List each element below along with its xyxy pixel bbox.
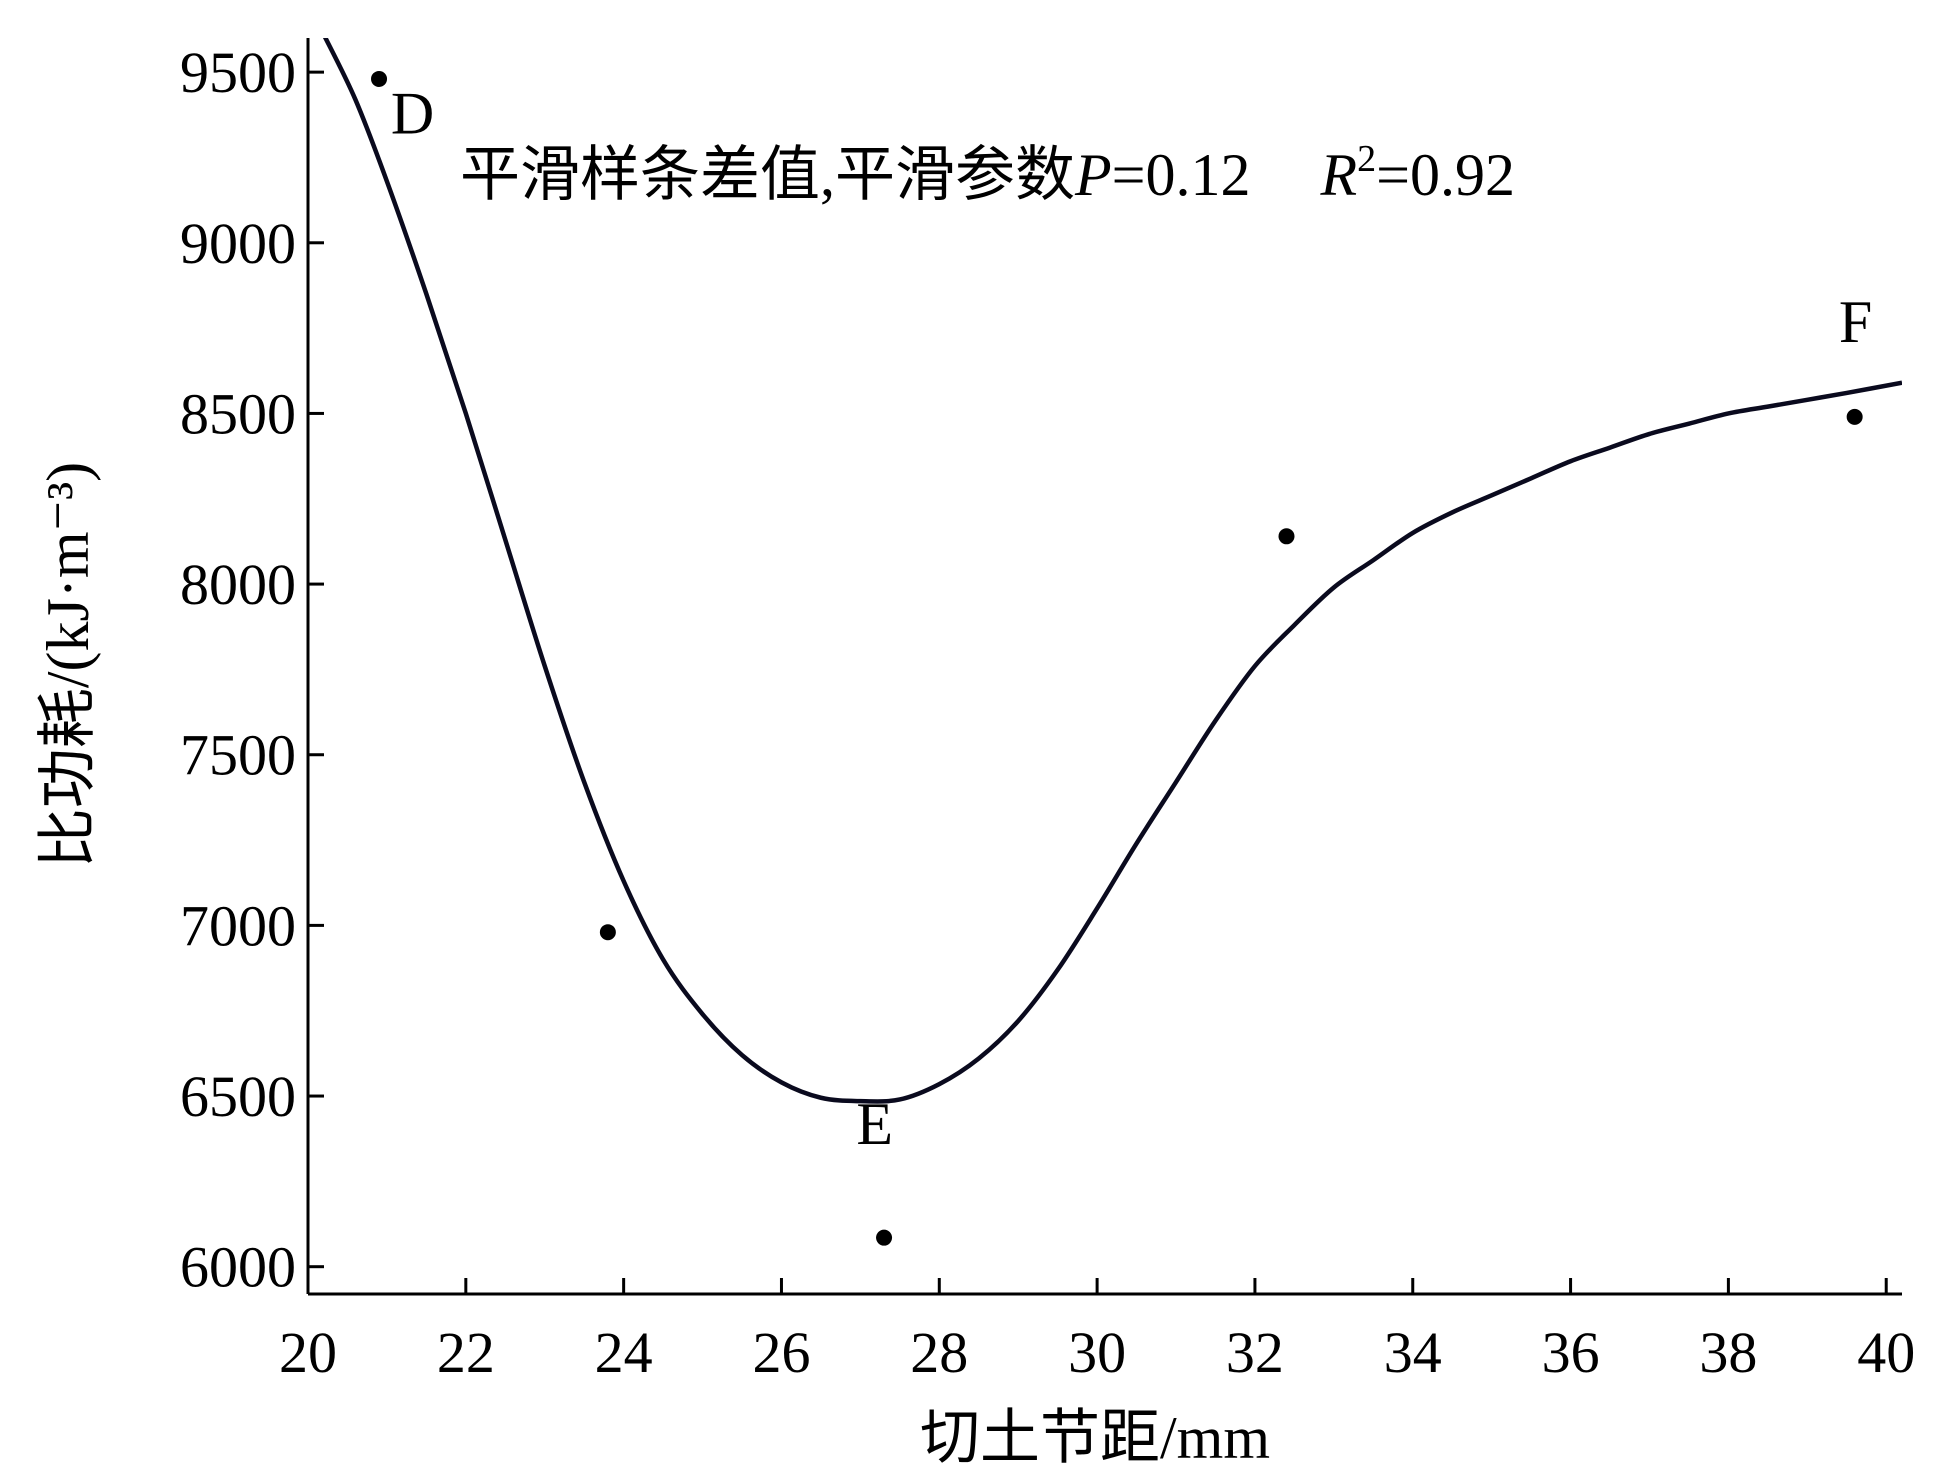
x-tick-label: 22: [437, 1320, 495, 1385]
y-tick-label: 7500: [180, 723, 296, 788]
p-value: =0.12: [1112, 142, 1251, 208]
data-point: [876, 1229, 893, 1246]
y-tick-label: 7000: [180, 893, 296, 958]
y-tick-label: 8000: [180, 552, 296, 617]
y-tick-label: 8500: [180, 381, 296, 446]
x-tick-label: 34: [1384, 1320, 1442, 1385]
x-tick-label: 40: [1857, 1320, 1915, 1385]
point-label-e: E: [856, 1091, 893, 1157]
r-symbol: R: [1320, 142, 1358, 208]
tick-marks: [306, 70, 1888, 1294]
point-layer: [371, 70, 1863, 1246]
fit-annotation: 平滑样条差值,平滑参数P=0.12 R2=0.92: [460, 138, 1515, 208]
r-exponent: 2: [1357, 138, 1376, 180]
x-tick-labels: 20 22 24 26 28 30 32 34 36 38 40: [279, 1320, 1915, 1385]
y-tick-label: 6500: [180, 1064, 296, 1129]
y-tick-label: 9500: [180, 40, 296, 105]
curve-layer: [322, 38, 1902, 1104]
fit-curve: [322, 38, 1902, 1104]
x-tick-label: 28: [910, 1320, 968, 1385]
data-point: [1846, 408, 1863, 425]
y-axis-title: 比功耗/(kJ·m⁻³): [35, 462, 101, 868]
x-tick-label: 36: [1542, 1320, 1600, 1385]
p-symbol: P: [1074, 142, 1112, 208]
axes: [306, 38, 1902, 1296]
point-label-layer: D E F: [391, 81, 1872, 1157]
data-point: [599, 924, 616, 941]
x-tick-label: 20: [279, 1320, 337, 1385]
y-tick-labels: 6000 6500 7000 7500 8000 8500 9000 9500: [180, 40, 296, 1300]
data-point: [1278, 528, 1295, 545]
x-axis-title: 切土节距/mm: [920, 1405, 1270, 1469]
fit-method-text: 平滑样条差值,平滑参数: [460, 142, 1075, 208]
x-tick-label: 32: [1226, 1320, 1284, 1385]
data-point: [371, 70, 388, 87]
point-label-f: F: [1839, 289, 1872, 355]
x-tick-label: 26: [752, 1320, 810, 1385]
y-tick-label: 9000: [180, 211, 296, 276]
point-label-d: D: [391, 81, 434, 147]
x-tick-label: 30: [1068, 1320, 1126, 1385]
x-tick-label: 38: [1699, 1320, 1757, 1385]
y-tick-label: 6000: [180, 1235, 296, 1300]
r-value: =0.92: [1376, 142, 1515, 208]
x-tick-label: 24: [595, 1320, 653, 1385]
